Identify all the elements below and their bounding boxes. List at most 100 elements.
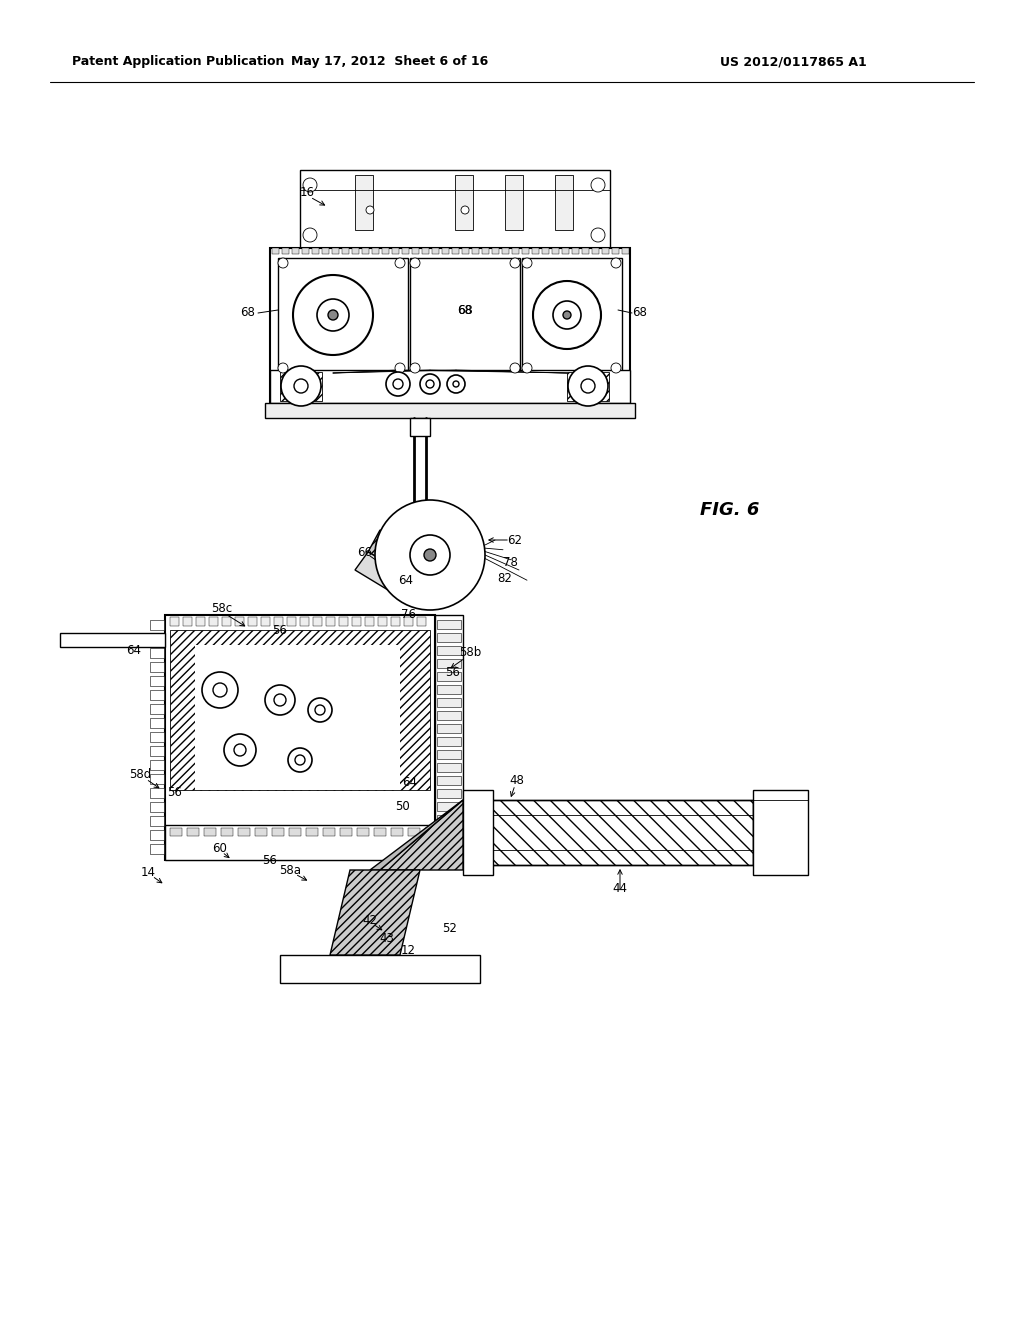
Text: 43: 43 <box>380 932 394 945</box>
Bar <box>326 616 335 626</box>
Bar <box>522 248 529 253</box>
Bar <box>435 746 449 756</box>
Bar <box>437 685 461 694</box>
Bar <box>272 828 284 836</box>
Polygon shape <box>355 552 400 590</box>
Bar <box>355 176 373 230</box>
Circle shape <box>386 372 410 396</box>
Bar <box>552 248 559 253</box>
Circle shape <box>393 379 403 389</box>
Bar <box>435 690 449 700</box>
Bar <box>150 663 164 672</box>
Bar <box>150 648 164 657</box>
Bar <box>150 704 164 714</box>
Circle shape <box>278 257 288 268</box>
Bar <box>435 843 449 854</box>
Bar <box>482 248 489 253</box>
Bar <box>248 616 257 626</box>
Bar <box>150 634 164 644</box>
Bar <box>150 746 164 756</box>
Circle shape <box>278 363 288 374</box>
Bar <box>150 690 164 700</box>
Circle shape <box>294 379 308 393</box>
Bar <box>567 372 609 401</box>
Bar <box>170 828 182 836</box>
Bar <box>196 616 205 626</box>
Bar <box>402 248 409 253</box>
Text: 14: 14 <box>140 866 156 879</box>
Bar <box>287 616 296 626</box>
Circle shape <box>510 363 520 374</box>
Bar <box>170 616 179 626</box>
Bar <box>435 634 449 644</box>
Bar <box>532 248 539 253</box>
Bar <box>437 711 461 719</box>
Bar <box>410 257 520 374</box>
Bar <box>292 248 299 253</box>
Circle shape <box>308 698 332 722</box>
Polygon shape <box>368 531 410 570</box>
Circle shape <box>581 379 595 393</box>
Bar <box>209 616 218 626</box>
Bar <box>437 776 461 785</box>
Text: 82: 82 <box>498 572 512 585</box>
Text: 52: 52 <box>442 921 458 935</box>
Circle shape <box>288 748 312 772</box>
Bar <box>437 698 461 708</box>
Bar <box>183 616 193 626</box>
Bar <box>422 248 429 253</box>
Circle shape <box>510 257 520 268</box>
Bar <box>150 733 164 742</box>
Bar <box>452 248 459 253</box>
Bar <box>150 718 164 729</box>
Bar <box>435 704 449 714</box>
Bar <box>187 828 199 836</box>
Text: May 17, 2012  Sheet 6 of 16: May 17, 2012 Sheet 6 of 16 <box>292 55 488 69</box>
Bar <box>622 248 629 253</box>
Bar <box>435 663 449 672</box>
Text: 48: 48 <box>510 774 524 787</box>
Text: 50: 50 <box>394 800 410 813</box>
Bar <box>323 828 335 836</box>
Circle shape <box>224 734 256 766</box>
Bar <box>437 620 461 630</box>
Bar <box>238 828 250 836</box>
Text: 68: 68 <box>457 304 473 317</box>
Bar <box>289 828 301 836</box>
Circle shape <box>453 381 459 387</box>
Circle shape <box>563 312 571 319</box>
Text: 42: 42 <box>362 913 378 927</box>
Text: 44: 44 <box>612 882 628 895</box>
Bar <box>437 841 461 850</box>
Text: 56: 56 <box>262 854 278 866</box>
Bar <box>352 616 361 626</box>
Bar <box>272 248 279 253</box>
Text: 64: 64 <box>402 776 418 788</box>
Bar <box>442 248 449 253</box>
Bar <box>165 825 435 861</box>
Bar <box>437 645 461 655</box>
Bar <box>265 403 635 418</box>
Bar <box>150 816 164 826</box>
Bar <box>437 803 461 810</box>
Bar <box>555 176 573 230</box>
Bar <box>391 616 400 626</box>
Bar <box>340 828 352 836</box>
Bar <box>362 248 369 253</box>
Bar <box>437 750 461 759</box>
Bar <box>261 616 270 626</box>
Bar <box>221 828 233 836</box>
Bar <box>505 176 523 230</box>
Bar <box>562 248 569 253</box>
Circle shape <box>303 178 317 191</box>
Bar <box>150 620 164 630</box>
Bar <box>195 645 400 789</box>
Text: 64: 64 <box>127 644 141 656</box>
Bar <box>753 789 808 875</box>
Bar <box>435 733 449 742</box>
Bar <box>602 248 609 253</box>
Bar <box>165 615 435 861</box>
Circle shape <box>420 374 440 393</box>
Text: 66: 66 <box>357 546 373 560</box>
Bar <box>339 616 348 626</box>
